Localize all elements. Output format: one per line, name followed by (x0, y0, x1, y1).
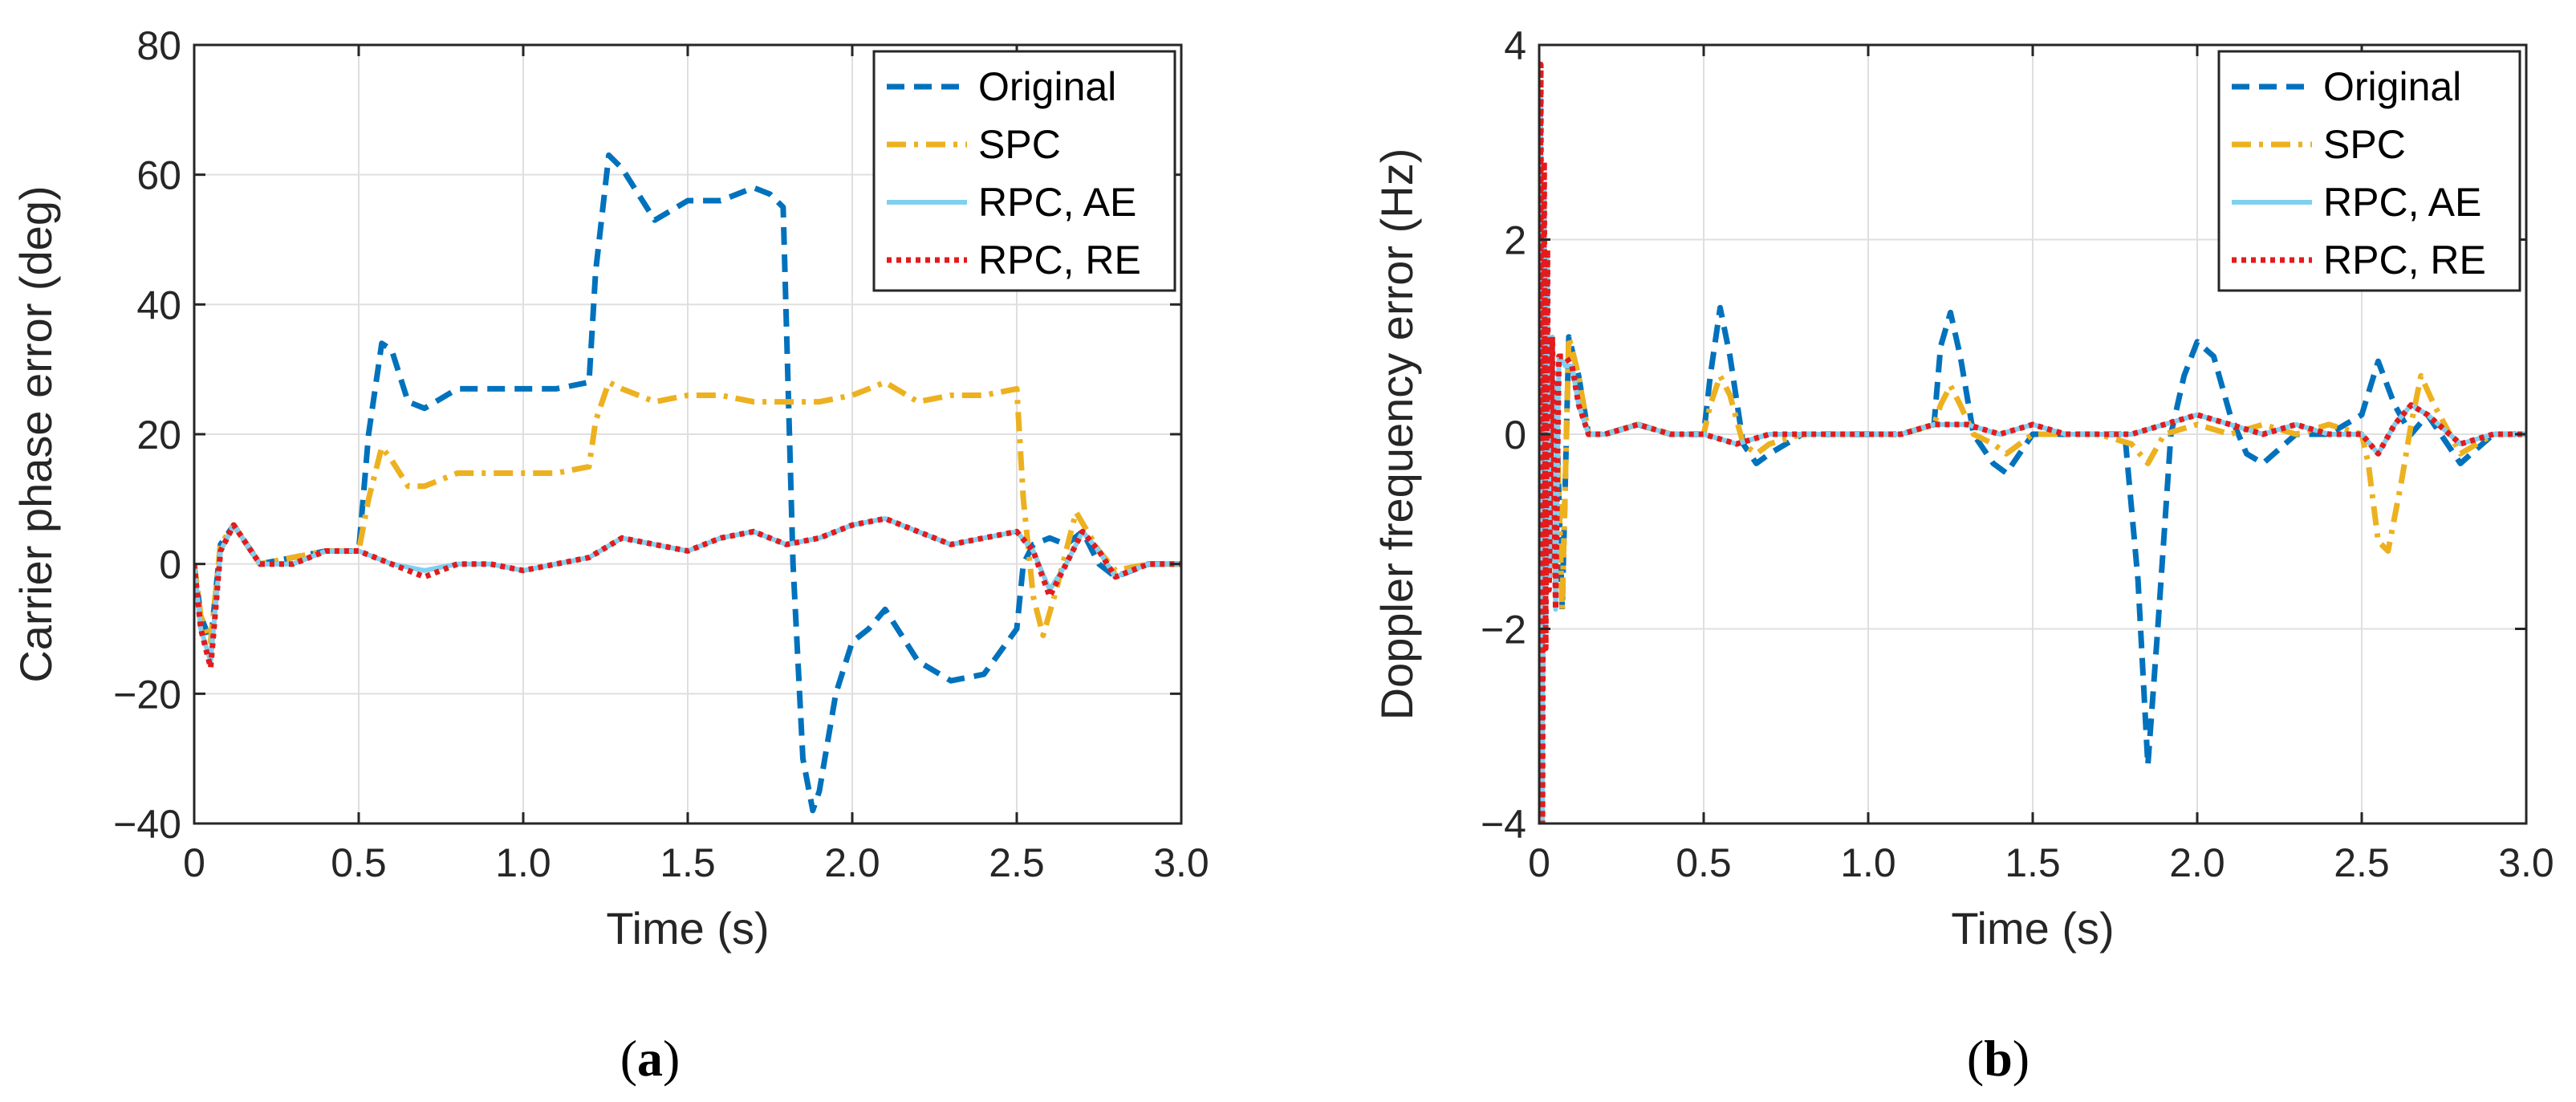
x-tick-label: 2.5 (989, 840, 1045, 885)
y-tick-label: 60 (136, 153, 181, 198)
x-tick-label: 1.0 (495, 840, 551, 885)
panel-caption: (a) (620, 1030, 681, 1087)
y-axis-label: Carrier phase error (deg) (10, 185, 61, 682)
series-group (194, 152, 1181, 814)
caption-close: ) (2013, 1030, 2030, 1087)
series-line-rpc-re (194, 515, 1181, 671)
caption-open: ( (1967, 1030, 1984, 1087)
y-tick-label: −20 (113, 672, 181, 717)
series-line-rpc-re (1539, 61, 2526, 823)
x-tick-label: 1.0 (1840, 840, 1896, 885)
x-tick-label: 3.0 (1153, 840, 1209, 885)
x-tick-label: 1.5 (2005, 840, 2061, 885)
legend-label: SPC (2323, 122, 2406, 167)
y-axis-label: Doppler frequency error (Hz) (1371, 148, 1422, 721)
y-tick-label: 4 (1504, 23, 1526, 68)
y-tick-label: 2 (1504, 218, 1526, 263)
y-tick-label: 20 (136, 413, 181, 457)
x-axis-label: Time (s) (606, 903, 769, 954)
x-axis-label: Time (s) (1951, 903, 2114, 954)
series-line-original (1539, 304, 2526, 768)
y-tick-label: −4 (1481, 802, 1526, 847)
caption-letter: a (637, 1030, 663, 1087)
x-tick-label: 3.0 (2498, 840, 2554, 885)
chart-panel-b: 0 0.5 1.0 1.5 2.0 2.5 3.0 −4 −2 0 2 4 Time (s) Dopple… (1371, 23, 2554, 1087)
x-tick-label: 2.0 (824, 840, 880, 885)
legend-label: RPC, AE (2323, 180, 2481, 225)
legend-label: SPC (978, 122, 1061, 167)
x-tick-label: 1.5 (660, 840, 716, 885)
x-tick-label: 0.5 (1676, 840, 1732, 885)
y-tick-label: 0 (159, 543, 181, 588)
legend-label: RPC, RE (978, 238, 1141, 283)
x-tick-label: 2.0 (2169, 840, 2225, 885)
y-tick-label: 40 (136, 283, 181, 327)
legend-label: RPC, AE (978, 180, 1136, 225)
x-tick-label: 0 (183, 840, 205, 885)
caption-open: ( (620, 1030, 637, 1087)
y-tick-label: 0 (1504, 413, 1526, 457)
caption-close: ) (663, 1030, 680, 1087)
panel-caption: (b) (1967, 1030, 2030, 1087)
chart-panel-a: 0 0.5 1.0 1.5 2.0 2.5 3.0 −40 −20 0 20 40 60 80 Time (… (10, 23, 1209, 1087)
legend-box (872, 50, 1176, 292)
legend-label: Original (978, 64, 1116, 109)
legend-label: RPC, RE (2323, 238, 2486, 283)
legend-box (2217, 50, 2521, 292)
y-tick-label: −2 (1481, 608, 1526, 653)
x-tick-label: 0 (1528, 840, 1550, 885)
y-tick-label: −40 (113, 802, 181, 847)
series-group (1539, 61, 2526, 823)
legend-label: Original (2323, 64, 2461, 109)
x-tick-label: 2.5 (2334, 840, 2390, 885)
x-tick-label: 0.5 (331, 840, 387, 885)
y-tick-label: 80 (136, 23, 181, 68)
caption-letter: b (1984, 1030, 2013, 1087)
